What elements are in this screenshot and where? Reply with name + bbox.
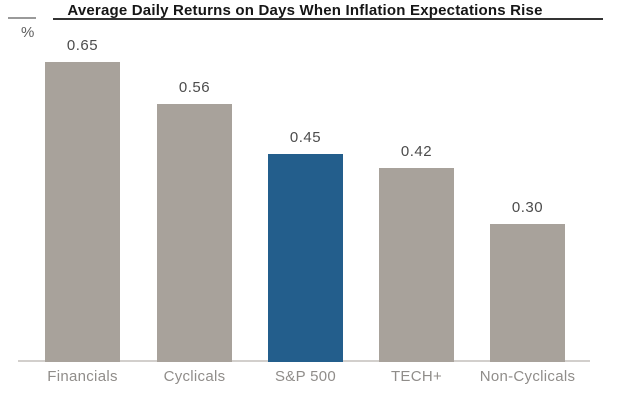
bar-value-label: 0.30 [511,199,544,216]
bar-group-s-p-500: 0.45 S&P 500 [268,0,343,400]
bar-non-cyclicals [490,224,565,362]
bar-s-p-500 [268,154,343,362]
bar-financials [45,62,120,362]
bar-value-label: 0.56 [178,79,211,96]
bar-group-tech: 0.42 TECH+ [379,0,454,400]
x-axis-label: TECH+ [390,368,443,385]
chart-title: Average Daily Returns on Days When Infla… [67,2,543,19]
bar-cyclicals [157,104,232,362]
axis-unit-dash [8,17,36,19]
bar-value-label: 0.65 [66,37,99,54]
bar-value-label: 0.45 [289,129,322,146]
title-underline [53,18,603,20]
bar-tech [379,168,454,362]
bar-group-financials: 0.65 Financials [45,0,120,400]
bar-value-label: 0.42 [400,143,433,160]
x-axis-label: Cyclicals [163,368,226,385]
x-axis-label: Financials [47,368,118,385]
bar-group-non-cyclicals: 0.30 Non-Cyclicals [480,0,575,400]
bar-group-cyclicals: 0.56 Cyclicals [157,0,232,400]
y-axis-unit-label: % [21,24,35,41]
x-axis-label: S&P 500 [274,368,337,385]
x-axis-label: Non-Cyclicals [479,368,576,385]
